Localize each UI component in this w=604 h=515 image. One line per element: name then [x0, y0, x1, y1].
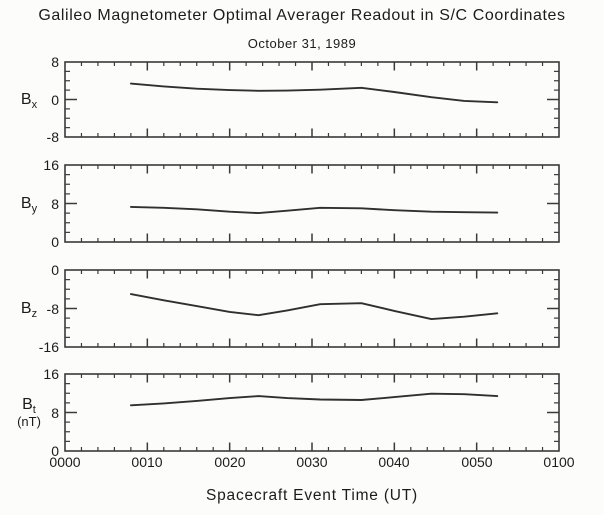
x-axis-title: Spacecraft Event Time (UT)	[205, 487, 419, 504]
panel-box-By	[64, 164, 560, 243]
series-Bt	[129, 392, 499, 407]
panel-box-Bt	[64, 373, 560, 452]
series-Bz	[129, 293, 499, 321]
panel-box-Bx	[64, 61, 560, 138]
series-By	[129, 205, 499, 215]
series-Bx	[129, 82, 499, 104]
panel-box-Bz	[64, 269, 560, 348]
figure-date: October 31, 1989	[247, 36, 357, 51]
figure-title: Galileo Magnetometer Optimal Averager Re…	[38, 7, 566, 24]
